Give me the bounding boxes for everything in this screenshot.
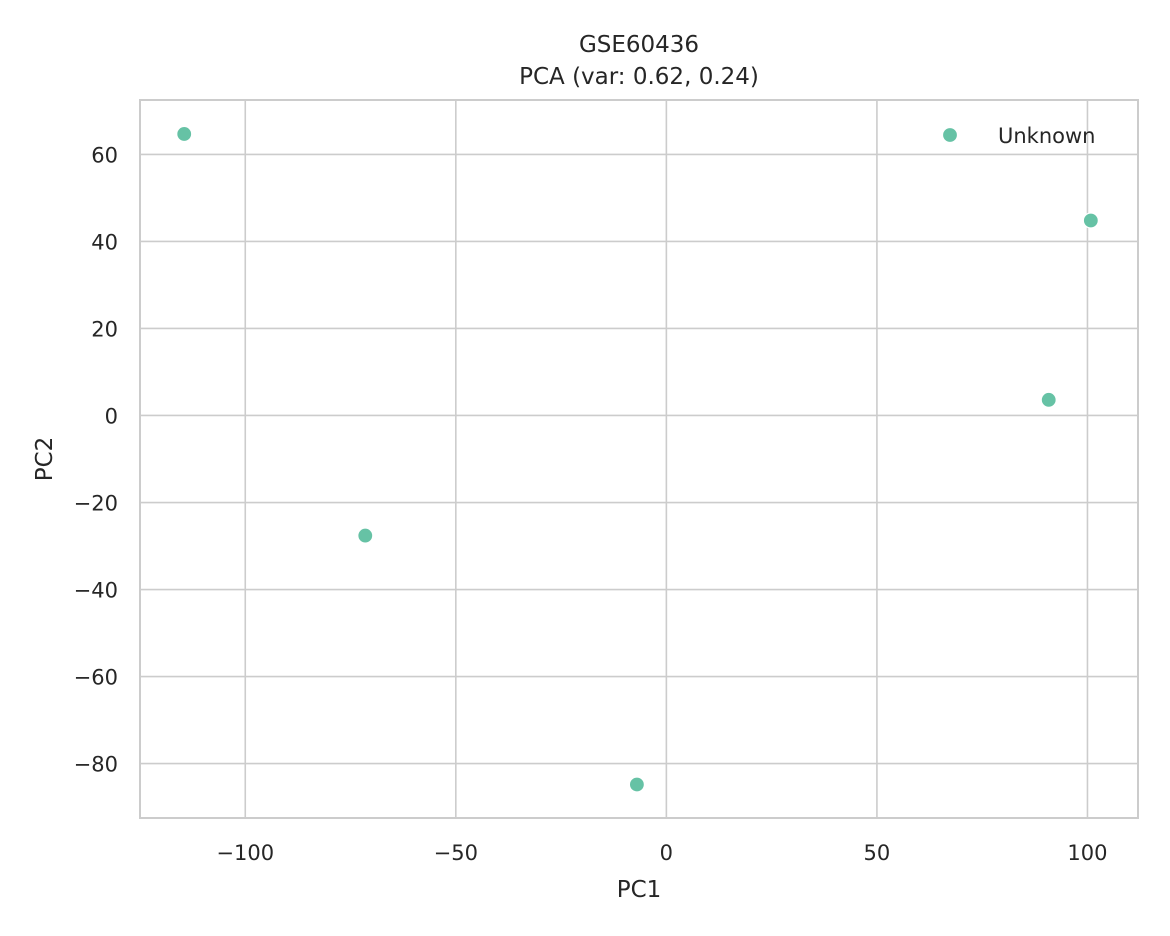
data-point [357,527,374,544]
y-tick-label: −40 [74,579,118,603]
x-tick-label: 0 [660,841,673,865]
legend-marker [941,126,959,144]
x-tick-label: −50 [434,841,478,865]
chart-title: GSE60436 [579,32,699,58]
legend-label: Unknown [998,124,1095,148]
x-tick-label: −100 [216,841,274,865]
x-tick-label: 50 [864,841,891,865]
y-tick-label: −60 [74,666,118,690]
grid-lines [140,100,1138,818]
chart-subtitle: PCA (var: 0.62, 0.24) [519,64,759,90]
y-axis-ticks: 60 40 20 0 −20 −40 −60 −80 [74,143,118,776]
y-tick-label: 0 [105,404,118,428]
y-tick-label: −80 [74,753,118,777]
y-tick-label: 60 [91,143,118,167]
legend: Unknown [941,124,1095,148]
y-tick-label: −20 [74,492,118,516]
y-tick-label: 40 [91,230,118,254]
x-tick-label: 100 [1067,841,1107,865]
x-axis-label: PC1 [617,877,662,903]
data-point [176,125,193,143]
plot-frame [139,99,1139,819]
data-point [1040,391,1057,408]
x-axis-ticks: −100 −50 0 50 100 [216,841,1107,865]
plot-border [139,99,1139,819]
y-axis-label: PC2 [32,437,58,482]
y-tick-label: 20 [91,317,118,341]
data-point [628,776,645,793]
data-point [1082,212,1099,229]
data-points [176,125,1099,793]
